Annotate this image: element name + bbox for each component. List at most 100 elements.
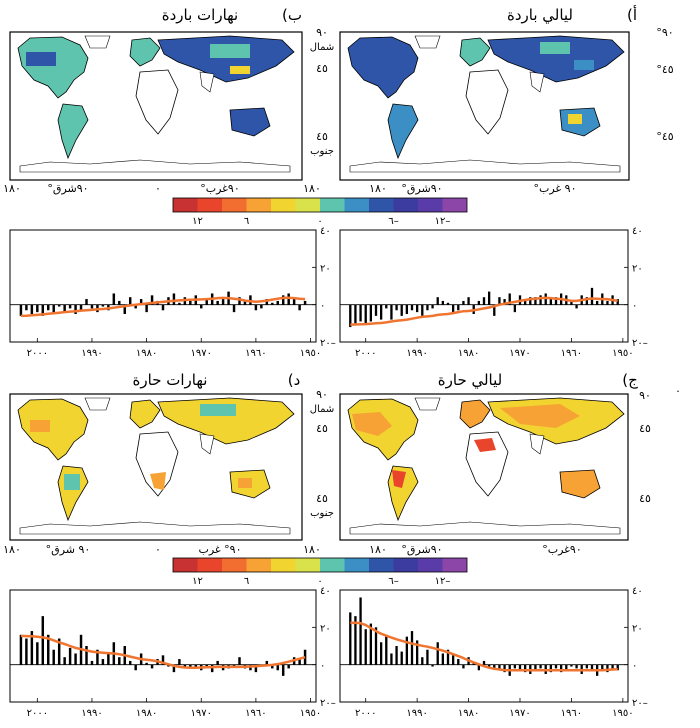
panel-c-lon-west: °٩٠غرب [542,543,582,556]
colorbar-bottom-swatch [295,558,320,572]
panel-a-lon-180: ١٨٠ [369,182,387,195]
colorbar-bottom-swatch [344,558,369,572]
panel-d-north-america [17,398,89,461]
colorbar-bottom-swatch [418,558,443,572]
panel-a-chart-bar [379,304,383,320]
panel-d-chart-bar [298,659,301,665]
colorbar-top-swatch [418,198,443,212]
panel-a-chart-bar [349,304,352,328]
panel-d-chart-bar [85,646,88,665]
panel-d-chart-bar [210,664,214,673]
panel-c-chart-bar [503,664,506,673]
colorbar-bottom-swatch [369,558,394,572]
panel-b-chart-bar [63,304,66,313]
panel-d-india [199,433,215,455]
panel-c-chart-bar [590,664,594,671]
panel-c-lat-90: ٩٠ [639,389,651,402]
panel-b-chart-bar [19,304,23,316]
panel-b-africa [135,69,179,135]
panel-a-chart-bar [369,304,373,322]
panel-a-chart-ytick-label: ٠ [632,301,637,312]
panel-a-chart-bar [539,295,542,305]
panel-d-chart-xtick-label: ١٩٥٠ [300,708,321,719]
panel-c-chart-bar [451,655,455,665]
panel-c-chart-bar [477,664,481,671]
panel-d-chart-bar [30,631,34,665]
panel-a-chart-bar [503,299,506,305]
panel-d-lat-45s: ٤٥ [316,492,328,505]
panel-c-chart-bar [565,664,568,671]
panel-d-chart-bar [63,657,66,665]
panel-c-chart-bar [349,612,352,665]
panel-b-chart-bar [254,304,258,311]
panel-a-chart-bar [534,297,537,305]
panel-d-lon-180-left: ١٨٠ [3,543,21,556]
panel-a-greenland [414,35,441,49]
panel-b-lon-west: °٩٠غرب [200,182,240,195]
panel-c-chart-bar [405,636,409,665]
colorbar-bottom-label: ١٢ [192,576,203,587]
panel-b-india [199,71,215,93]
panel-c-lat-45s: ٤٥ [639,492,651,505]
panel-c-timeseries: ٢٠– ٠ ٢٠ ٤٠ ١٩٥٠ ١٩٦٠ ١٩٧٠ ١٩٨٠ ١٩٩٠ ٢٠٠٠ [339,586,648,719]
panel-b-lat-north-word: شمال [310,42,334,53]
panel-b-chart-bar [128,297,132,305]
panel-b-chart-xtick-label: ١٩٥٠ [300,348,321,359]
panel-a-chart-xtick-label: ١٩٨٠ [458,348,479,359]
panel-b-chart-frame [9,229,317,343]
colorbar-bottom-swatch [271,558,296,572]
panel-d-lon-180-right: ١٨٠ [303,543,321,556]
panel-d-chart-bar [52,649,55,665]
panel-c-lon-east: °٩٠شرق [401,543,442,556]
panel-c-map: ٩٠ ٤٥ ٤٥ ١٨٠ °٩٠شرق °٩٠غرب [339,389,651,556]
panel-c-chart-bar [570,664,573,667]
colorbar-bottom-label: ٦– [388,576,398,587]
panel-b-chart-xtick-label: ١٩٦٠ [245,348,266,359]
panel-c-chart-bar [426,649,429,665]
panel-c-chart-bar [390,653,393,665]
panel-c-chart-bar [606,664,609,673]
colorbar-top-frame [172,197,468,213]
colorbar-top-swatch [369,198,394,212]
panel-c-chart-bar [518,664,522,671]
panel-b-chart-bar [118,300,121,305]
panel-c-chart-bar [436,642,439,665]
colorbar-bottom-swatch [197,558,222,572]
panel-d-chart-xtick-label: ١٩٨٠ [136,708,157,719]
colorbar-bottom-swatch [173,558,198,572]
panel-a-chart-trend-line [350,296,618,326]
panel-b-south-america [57,103,89,160]
panel-a-chart-bar [493,304,496,316]
panel-d-chart-bar [276,664,279,671]
panel-b-chart-bar [74,304,77,314]
panel-b-greenland [84,35,111,49]
panel-a-chart-bar [575,304,578,309]
panel-b-chart-bar [150,295,154,305]
panel-a-chart-bar [513,304,517,313]
panel-b-chart-bar [57,304,61,307]
panel-b-chart-ytick-label: ٠ [320,301,325,312]
panel-d-letter: د) [288,371,301,389]
colorbar-top-label: ٦ [244,216,249,227]
panel-b-chart-bar [216,300,219,305]
panel-c-chart-bar [400,651,403,665]
panel-c-chart-frame [339,589,629,703]
panel-a-chart-bar [441,300,445,305]
panel-c-chart-trend-line [350,621,618,672]
panel-c-dot: . [676,382,680,395]
panel-c-chart-bar [585,664,589,669]
panel-c-africa-red [474,438,496,452]
panel-b-chart-bar [200,304,203,309]
panel-c-chart-bar [539,664,542,669]
panel-d-lat-90: ٩٠ [316,388,328,401]
panel-a-chart-bar [585,297,589,305]
panel-d-chart-bar [107,653,110,665]
panel-c-chart-bar [410,631,414,665]
panel-d-title: نهارات حارة [133,371,208,389]
panel-c-chart-bar [421,657,424,665]
panel-b-chart-bar [189,300,192,305]
panel-a-chart-bar [570,300,573,305]
panel-a-letter: أ) [627,5,637,24]
panel-b-chart-bar [221,299,225,305]
panel-a-asia-patch [540,42,570,54]
